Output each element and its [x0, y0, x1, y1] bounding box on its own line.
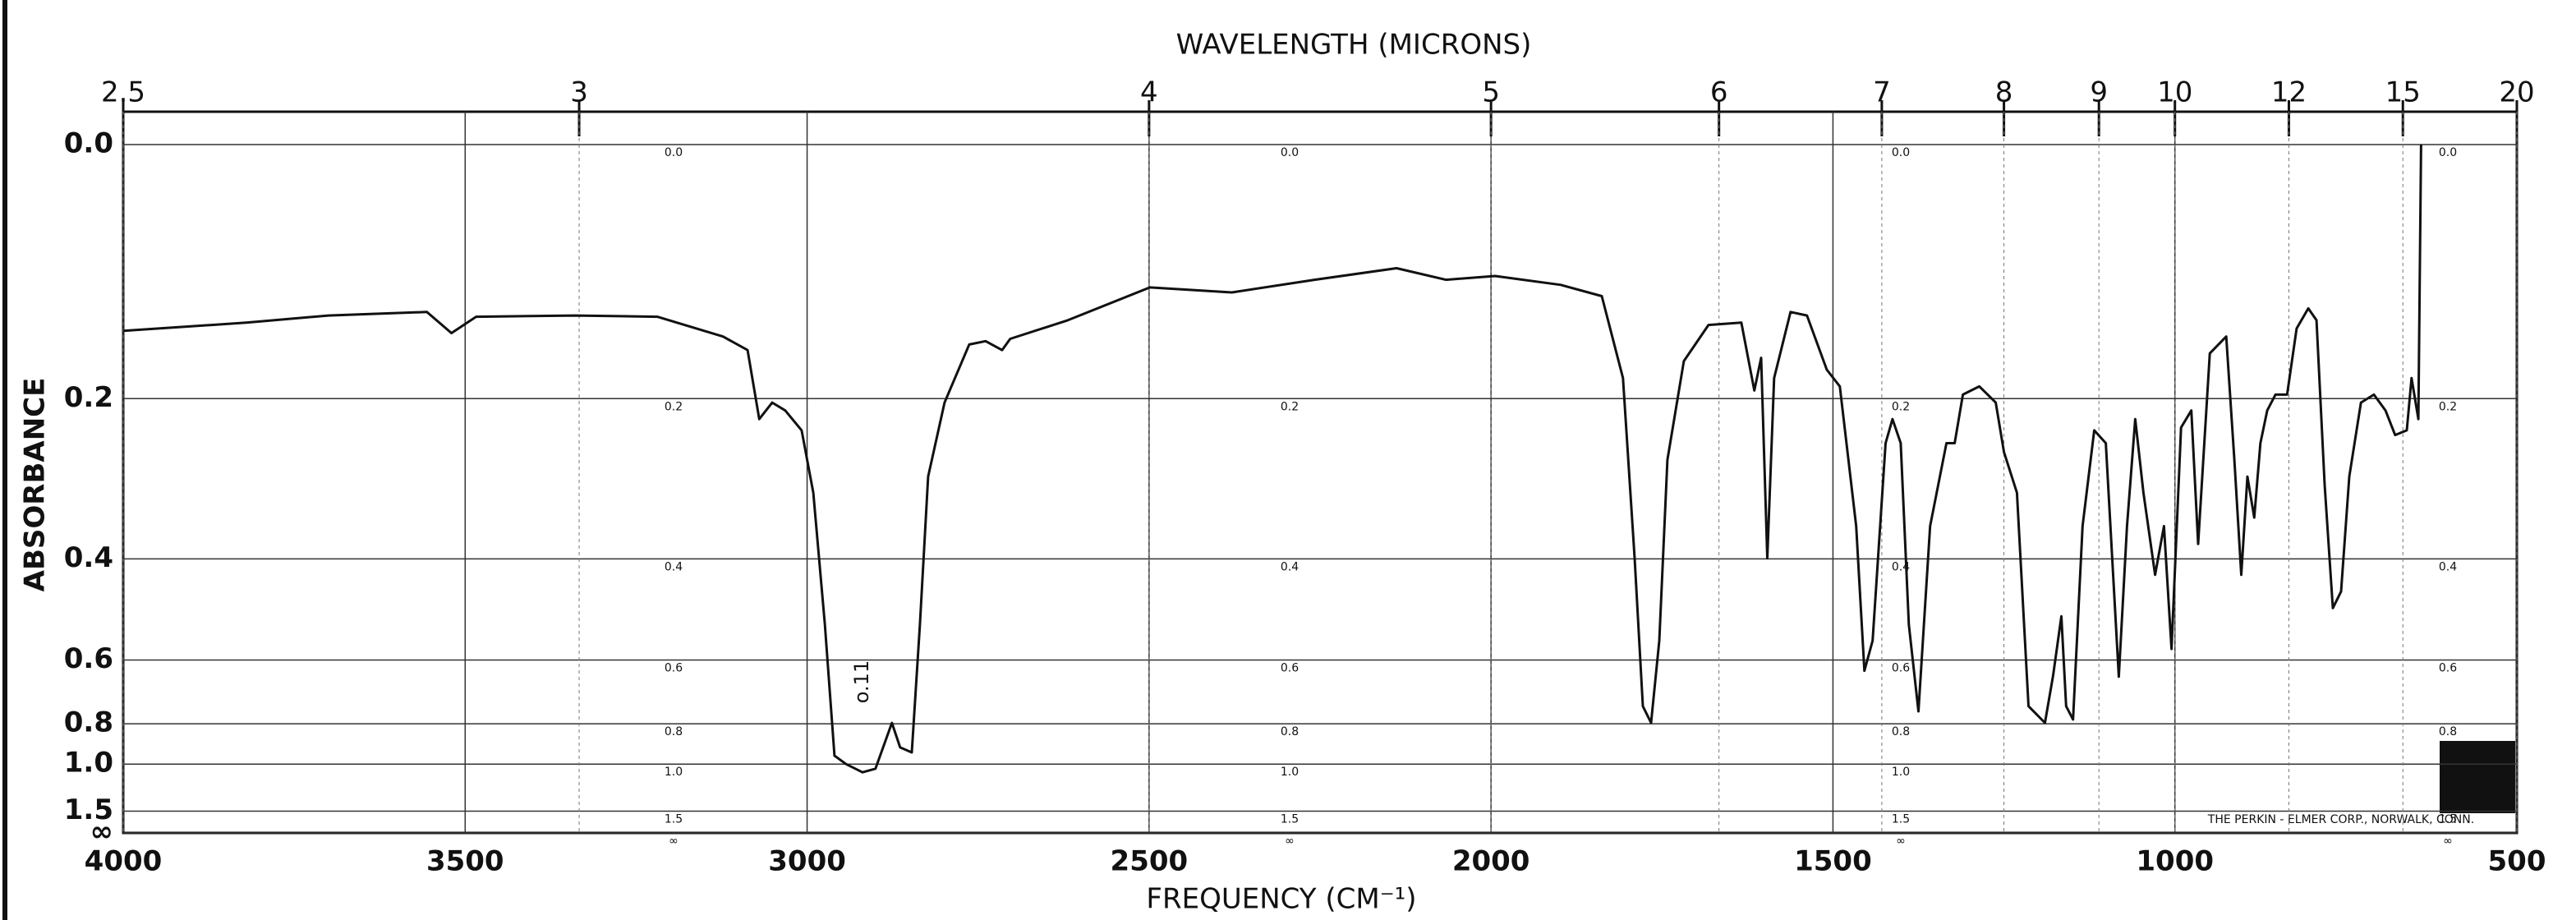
paper-scale-label: 0.4 — [2439, 560, 2457, 573]
paper-scale-label: ∞ — [1896, 835, 1906, 848]
paper-scale-label: 1.0 — [2439, 766, 2457, 779]
x-tick-label: 500 — [2488, 845, 2546, 878]
y-tick-label: ∞ — [90, 816, 113, 849]
x-tick-label: 1000 — [2136, 845, 2214, 878]
y-tick-label: 1.0 — [64, 747, 113, 780]
x2-tick-label: 8 — [1995, 76, 2013, 109]
marker-block — [2440, 741, 2515, 813]
x-tick-label: 3500 — [426, 845, 504, 878]
x-tick-label: 2500 — [1111, 845, 1189, 878]
paper-scale-label: 0.4 — [1281, 560, 1299, 573]
y-tick-label: 0.8 — [64, 706, 113, 739]
paper-scale-label: 0.6 — [1281, 662, 1299, 675]
x2-tick-label: 5 — [1482, 76, 1500, 109]
paper-scale-label: 1.5 — [2439, 813, 2457, 826]
paper-scale-label: 1.5 — [665, 813, 683, 826]
paper-scale-label: 0.0 — [2439, 146, 2457, 159]
paper-scale-label: 0.0 — [1892, 146, 1910, 159]
paper-scale-label: 0.2 — [1892, 400, 1910, 413]
paper-scale-label: 0.8 — [2439, 725, 2457, 738]
x-tick-label: 3000 — [768, 845, 846, 878]
paper-scale-label: 0.2 — [1281, 400, 1299, 413]
paper-scale-label: 0.0 — [665, 146, 683, 159]
paper-scale-label: 0.4 — [665, 560, 683, 573]
paper-scale-label: 0.6 — [1892, 662, 1910, 675]
paper-scale-label: 0.6 — [2439, 662, 2457, 675]
x2-tick-label: 3 — [570, 76, 588, 109]
paper-scale-label: 0.6 — [665, 662, 683, 675]
paper-scale-label: 0.0 — [1281, 146, 1299, 159]
paper-scale-label: 0.2 — [665, 400, 683, 413]
paper-scale-label: 1.0 — [1281, 766, 1299, 779]
plot-frame — [122, 110, 2518, 835]
paper-scale-label: ∞ — [1285, 835, 1295, 848]
paper-scale-label: 1.5 — [1281, 813, 1299, 826]
y-tick-label: 1.5 — [64, 794, 113, 826]
x2-tick-label: 6 — [1710, 76, 1728, 109]
y-tick-label: 0.0 — [64, 127, 113, 160]
paper-scale-label: ∞ — [669, 835, 678, 848]
paper-scale-label: 0.2 — [2439, 400, 2457, 413]
x2-tick-label: 4 — [1140, 76, 1158, 109]
paper-scale-label: 0.8 — [1892, 725, 1910, 738]
paper-scale-label: 0.8 — [665, 725, 683, 738]
x-tick-label: 4000 — [85, 845, 163, 878]
credit: THE PERKIN - ELMER CORP., NORWALK, CONN. — [2207, 813, 2474, 826]
x2-tick-label: 9 — [2090, 76, 2108, 109]
y-tick-label: 0.4 — [64, 541, 113, 574]
y-tick-label: 0.2 — [64, 381, 113, 414]
y-tick-label: 0.6 — [64, 642, 113, 675]
x-tick-label: 1500 — [1794, 845, 1872, 878]
paper-scale-label: ∞ — [2443, 835, 2453, 848]
paper-scale-label: 1.0 — [1892, 766, 1910, 779]
paper-scale-label: 1.0 — [665, 766, 683, 779]
x2-tick-label: 7 — [1873, 76, 1891, 109]
annotation: o.11 — [850, 660, 873, 703]
x-tick-label: 2000 — [1452, 845, 1530, 878]
spectrum-line — [122, 144, 2422, 774]
paper-scale-label: 0.8 — [1281, 725, 1299, 738]
chart-title: WAVELENGTH (MICRONS) — [1176, 29, 1532, 62]
x-axis-title: FREQUENCY (CM⁻¹) — [1146, 883, 1416, 916]
y-axis-title: ABSORBANCE — [19, 378, 52, 592]
paper-scale-label: 1.5 — [1892, 813, 1910, 826]
